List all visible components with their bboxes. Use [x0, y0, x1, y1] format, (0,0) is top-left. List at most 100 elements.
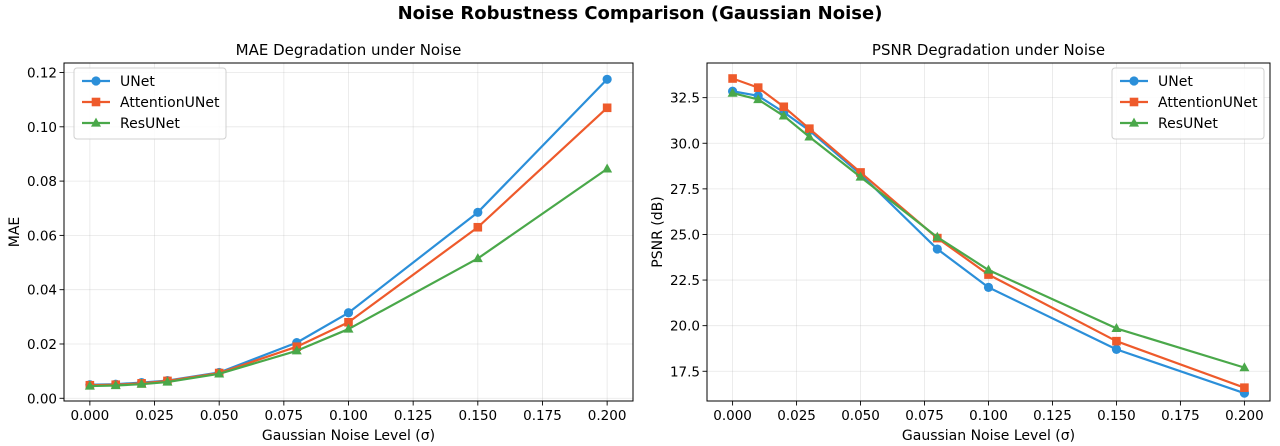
- legend-box: [1111, 67, 1265, 140]
- data-point: [1111, 323, 1122, 333]
- data-point: [473, 207, 483, 217]
- data-point: [753, 94, 764, 104]
- data-point: [728, 74, 737, 83]
- data-point: [343, 308, 354, 318]
- data-point: [602, 163, 613, 173]
- data-point: [110, 380, 121, 390]
- legend-entry: AttentionUNet: [1120, 95, 1258, 111]
- legend-marker: [91, 117, 101, 127]
- figure-suptitle: Noise Robustness Comparison (Gaussian No…: [398, 3, 883, 24]
- series-resunet: [727, 87, 1250, 372]
- data-point: [343, 323, 354, 333]
- y-tick-label: 0.08: [27, 174, 57, 190]
- axes-frame: [63, 62, 634, 402]
- data-point: [932, 231, 943, 241]
- y-tick-label: 27.5: [670, 182, 700, 198]
- legend-marker: [1129, 97, 1139, 107]
- legend-entry: UNet: [82, 74, 155, 90]
- y-tick-label: 17.5: [670, 364, 700, 380]
- y-tick-label: 0.02: [27, 337, 57, 353]
- legend-entry: UNet: [1120, 74, 1193, 90]
- legend-label: ResUNet: [120, 116, 180, 132]
- legend-label: AttentionUNet: [120, 95, 220, 111]
- y-tick-label: 20.0: [670, 319, 700, 335]
- legend-entry: ResUNet: [1120, 116, 1218, 132]
- data-point: [855, 171, 866, 181]
- legend-box: [73, 67, 227, 140]
- x-tick-label: 0.175: [1161, 408, 1200, 424]
- data-point: [472, 253, 483, 263]
- data-point: [778, 110, 789, 120]
- mae-chart-panel: MAE Degradation under Noise 0.000 0.025 0.0…: [7, 41, 634, 444]
- data-point: [984, 270, 993, 279]
- data-point: [932, 244, 942, 254]
- data-point: [344, 317, 353, 327]
- data-point: [779, 102, 789, 112]
- x-tick-label: 0.000: [71, 408, 110, 424]
- legend-marker: [1129, 117, 1139, 127]
- x-tick-label: 0.200: [588, 408, 627, 424]
- data-point: [84, 380, 95, 390]
- x-axis-label: Gaussian Noise Level (σ): [262, 428, 435, 444]
- data-point: [983, 264, 994, 274]
- data-point: [983, 282, 994, 292]
- series-resunet: [84, 163, 613, 390]
- x-tick-label: 0.100: [969, 408, 1008, 424]
- y-tick-label: 0.04: [27, 283, 57, 299]
- y-axis-label: PSNR (dB): [650, 196, 666, 267]
- data-point: [1240, 383, 1249, 392]
- x-tick-label: 0.050: [841, 408, 880, 424]
- x-tick-label: 0.100: [329, 408, 368, 424]
- x-tick-label: 0.175: [523, 408, 562, 424]
- data-point: [136, 378, 147, 388]
- data-point: [805, 124, 814, 133]
- legend-label: UNet: [120, 74, 155, 90]
- data-point: [1111, 344, 1122, 354]
- legend-entry: ResUNet: [82, 116, 180, 132]
- x-tick-label: 0.025: [135, 408, 174, 424]
- chart-title: PSNR Degradation under Noise: [872, 41, 1105, 59]
- y-axis-label: MAE: [7, 217, 23, 248]
- legend: UNet AttentionUNet ResUNet: [1111, 67, 1265, 140]
- data-point: [162, 376, 173, 386]
- data-point: [473, 222, 483, 232]
- y-tick-label: 0.12: [27, 66, 57, 82]
- data-point: [727, 87, 738, 97]
- x-tick-label: 0.075: [905, 408, 944, 424]
- data-point: [291, 345, 302, 355]
- legend-entry: AttentionUNet: [82, 95, 220, 111]
- data-point: [804, 131, 815, 141]
- x-tick-label: 0.125: [394, 408, 433, 424]
- legend-marker: [1129, 76, 1139, 86]
- y-tick-label: 32.5: [670, 91, 700, 107]
- psnr-chart-panel: PSNR Degradation under Noise 0.000 0.025 0.…: [650, 41, 1271, 444]
- data-point: [602, 74, 612, 84]
- legend-label: UNet: [1158, 74, 1193, 90]
- chart-title: MAE Degradation under Noise: [236, 41, 462, 59]
- grid: [64, 63, 633, 401]
- y-tick-label: 30.0: [670, 136, 700, 152]
- data-point: [753, 83, 763, 92]
- legend-label: AttentionUNet: [1158, 95, 1258, 111]
- x-tick-label: 0.000: [713, 408, 752, 424]
- legend: UNet AttentionUNet ResUNet: [73, 67, 227, 140]
- x-tick-label: 0.150: [458, 408, 497, 424]
- y-tick-label: 0.06: [27, 228, 57, 244]
- x-tick-label: 0.125: [1033, 408, 1072, 424]
- data-point: [602, 103, 612, 113]
- legend-marker: [91, 76, 101, 86]
- x-tick-label: 0.075: [265, 408, 304, 424]
- y-tick-label: 22.5: [670, 273, 700, 289]
- axes-frame: [706, 62, 1271, 402]
- y-tick-label: 0.00: [27, 391, 57, 407]
- x-tick-label: 0.050: [200, 408, 239, 424]
- y-tick-label: 25.0: [670, 227, 700, 243]
- y-tick-label: 0.10: [27, 120, 57, 136]
- legend-label: ResUNet: [1158, 116, 1218, 132]
- x-axis-label: Gaussian Noise Level (σ): [902, 428, 1075, 444]
- data-point: [1239, 362, 1250, 372]
- x-tick-label: 0.150: [1097, 408, 1136, 424]
- data-point: [214, 368, 225, 378]
- x-tick-label: 0.025: [777, 408, 816, 424]
